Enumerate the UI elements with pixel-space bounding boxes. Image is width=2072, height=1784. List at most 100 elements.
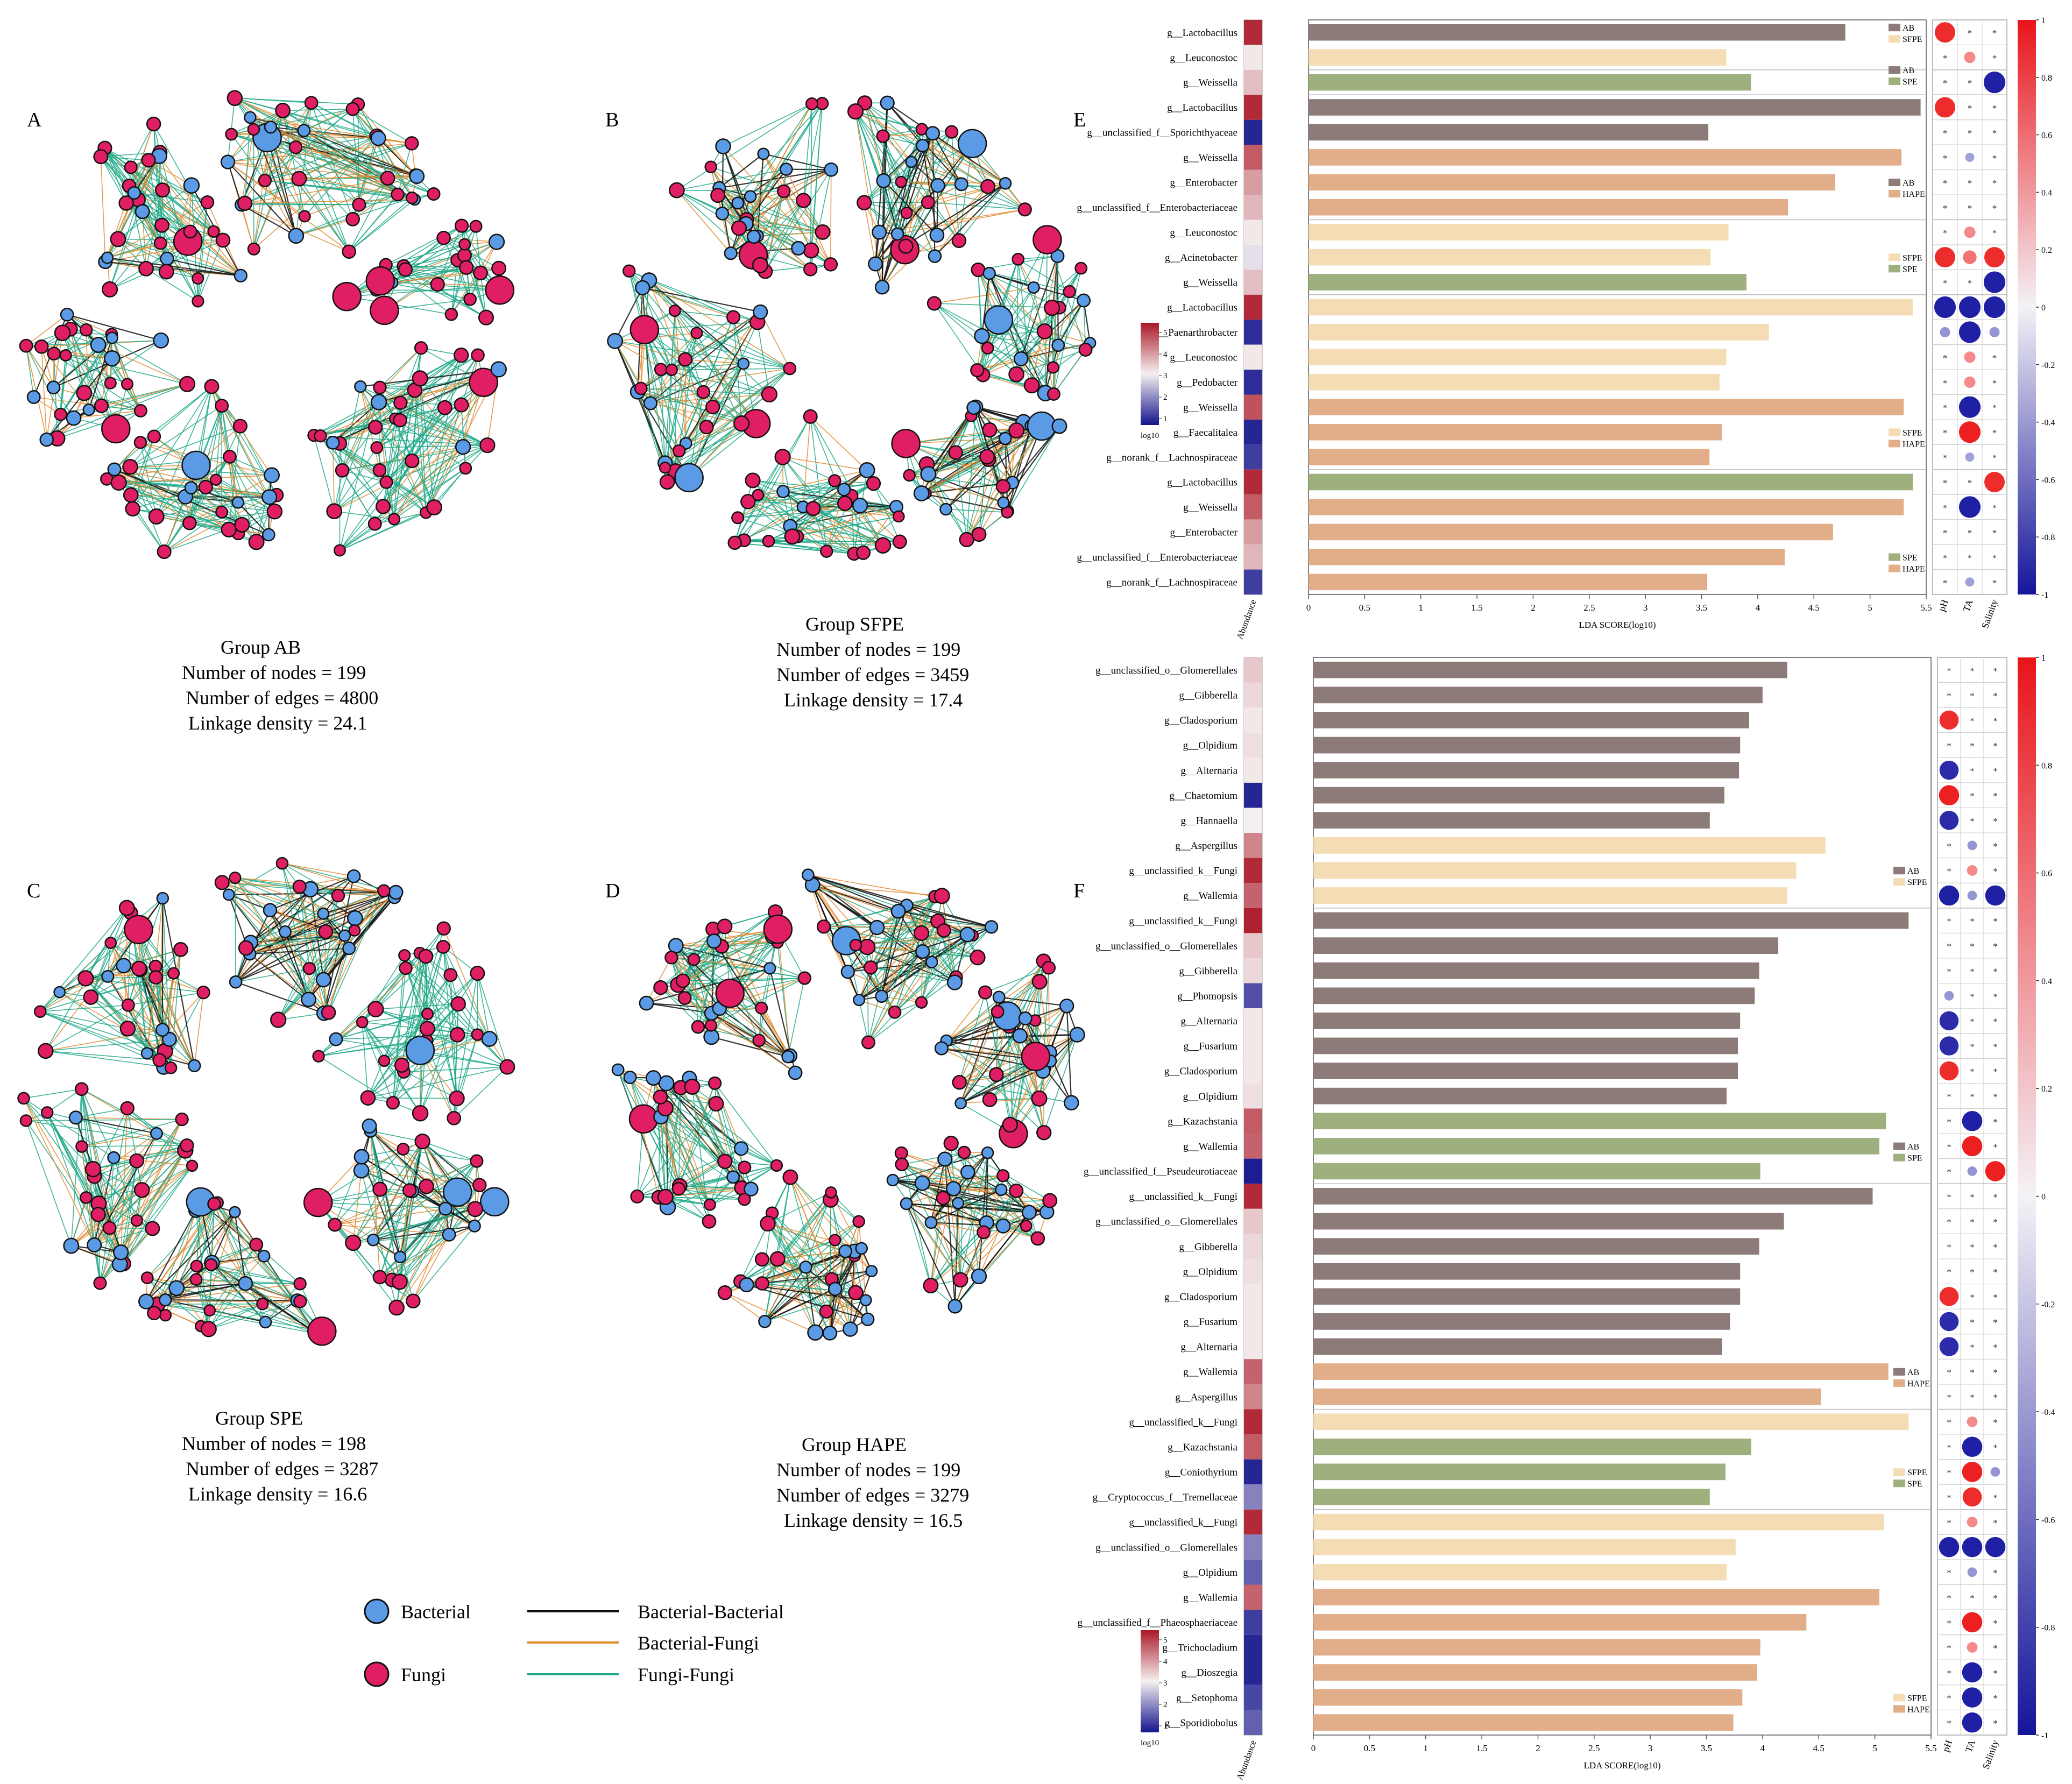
fungi-node (349, 925, 360, 936)
fungi-node (820, 1305, 833, 1318)
fungi-node (877, 130, 889, 143)
corr-dot (1940, 1061, 1959, 1081)
group-legend-swatch (1893, 1705, 1905, 1712)
bacterial-node (1013, 1029, 1027, 1043)
fungi-node (824, 258, 837, 271)
fungi-node (327, 504, 342, 519)
x-tick-label: 0.5 (1359, 603, 1370, 613)
abundance-cell (1244, 370, 1262, 394)
fungi-node (916, 997, 927, 1008)
corr-dot (1964, 226, 1975, 238)
group-legend-label: SPE (1903, 554, 1918, 563)
fungi-node (234, 420, 247, 433)
fungi-node (982, 423, 996, 437)
fungi-node (669, 305, 680, 316)
fungi-node (294, 1278, 306, 1290)
significance-star: * (1993, 1568, 1998, 1578)
lda-bar (1313, 862, 1797, 879)
significance-star: * (1947, 1092, 1951, 1102)
corr-dot (1968, 1567, 1977, 1577)
significance-star: * (1947, 1217, 1951, 1227)
taxon-label: g__Leuconostoc (1170, 352, 1237, 364)
significance-star: * (1947, 1718, 1951, 1729)
fungi-node (419, 950, 433, 963)
fungi-node (381, 172, 394, 185)
fungi-node (703, 1215, 716, 1228)
fungi-node (1076, 263, 1087, 274)
abundance-cell (1244, 95, 1262, 119)
fungi-node (18, 1093, 30, 1104)
lda-bar (1313, 662, 1787, 678)
corr-dot (1934, 296, 1956, 318)
network-edge (214, 1204, 322, 1332)
fungi-node (771, 1160, 782, 1171)
lda-bar (1313, 1363, 1889, 1380)
fungi-node (294, 1295, 306, 1308)
caption-density: Linkage density = 16.6 (188, 1483, 367, 1505)
lda-bar (1309, 174, 1835, 191)
fungi-node (500, 1060, 514, 1074)
corr-dot (1967, 865, 1978, 876)
corr-dot (1935, 22, 1955, 43)
abundance-axis-label: Abundance (1234, 598, 1258, 641)
fungi-node (678, 992, 691, 1004)
bacterial-node (906, 157, 917, 167)
fungi-node (454, 348, 468, 362)
colorbar-tick-label: -0.2 (2041, 361, 2055, 370)
corr-dot (1962, 1462, 1983, 1482)
significance-star: * (1993, 666, 1998, 676)
taxon-label: g__unclassified_f__Phaeosphaeriaceae (1077, 1617, 1237, 1629)
fungi-node (895, 1147, 908, 1159)
fungi-node (473, 1179, 486, 1192)
fungi-node (208, 226, 220, 237)
abundance-cell (1244, 983, 1262, 1009)
fungi-node (155, 183, 169, 197)
abundance-cell (1244, 883, 1262, 908)
taxon-label: g__Faecalitalea (1173, 427, 1238, 438)
significance-star: * (1993, 1117, 1998, 1127)
corr-dot (1984, 472, 2005, 492)
fungi-node (373, 1271, 386, 1284)
corr-dot (1962, 1111, 1983, 1131)
significance-star: * (1993, 1392, 1998, 1403)
corr-dot (1965, 577, 1975, 586)
fungi-node (864, 961, 877, 974)
abundance-legend-tick-label: 2 (1163, 393, 1168, 402)
lda-bar (1313, 1038, 1738, 1054)
significance-star: * (1943, 378, 1948, 388)
fungi-node (329, 1219, 341, 1231)
group-legend-label: AB (1907, 867, 1919, 876)
fungi-node (126, 502, 140, 516)
significance-star: * (1947, 1568, 1951, 1578)
significance-star: * (1947, 1518, 1951, 1528)
significance-star: * (1993, 766, 1998, 776)
bacterial-node (279, 926, 291, 937)
lda-bar (1309, 99, 1921, 116)
fungi-node (336, 464, 349, 477)
fungi-node (181, 1139, 194, 1152)
fungi-node (191, 1261, 202, 1272)
x-tick-label: 4.5 (1813, 1743, 1825, 1753)
fungi-node (1064, 286, 1076, 298)
bacterial-node (843, 1322, 857, 1336)
group-legend-swatch (1889, 35, 1900, 43)
bacterial-node (69, 1112, 82, 1124)
bacterial-node (707, 935, 721, 948)
fungi-node (945, 126, 958, 138)
fungi-node (777, 185, 790, 197)
fungi-node (103, 1222, 116, 1234)
fungi-node (333, 282, 361, 310)
taxon-label: g__unclassified_k__Fungi (1129, 916, 1237, 927)
fungi-node (387, 1096, 399, 1109)
lda-bar (1313, 1413, 1908, 1430)
group-legend-swatch (1889, 66, 1900, 74)
fungi-node (422, 1008, 433, 1019)
caption-ab: Group AB Number of nodes = 199 Number of… (182, 636, 378, 734)
panel-letter-a: A (27, 109, 42, 131)
bacterial-node (808, 1325, 823, 1340)
bacterial-node (91, 338, 105, 352)
fungi-node (394, 397, 407, 409)
corr-dot (1984, 72, 2005, 93)
bacterial-node (1060, 999, 1073, 1013)
bacterial-node (860, 463, 874, 477)
